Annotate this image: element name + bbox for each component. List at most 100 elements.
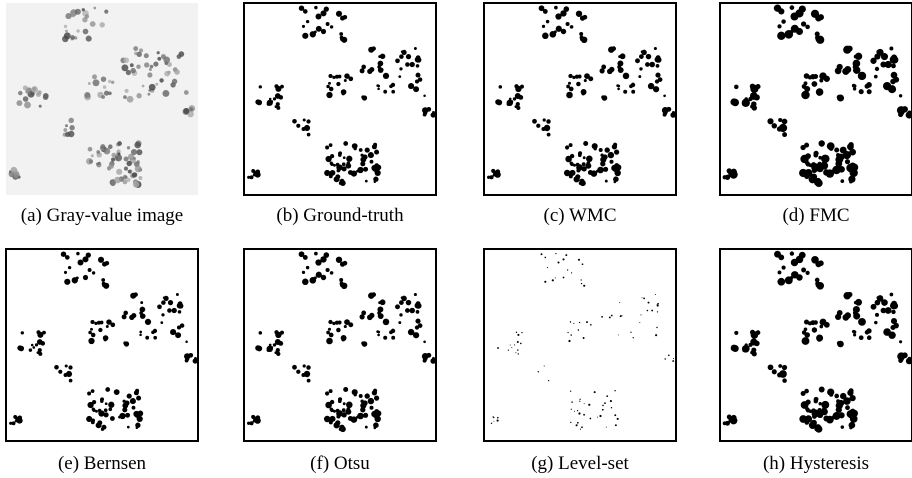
cell-dot	[118, 415, 121, 419]
cell-dot	[82, 256, 89, 263]
cell-dot	[320, 256, 327, 263]
cell-dot	[113, 389, 120, 395]
cell-dot	[853, 54, 858, 59]
cell-dot	[506, 99, 514, 107]
cell-dot	[599, 68, 605, 74]
cell-dot	[814, 424, 822, 431]
cell-dot	[167, 308, 172, 313]
cell-dot	[333, 176, 340, 183]
cell-dot	[581, 426, 583, 429]
cell-dot	[369, 66, 375, 73]
cell-dot	[876, 296, 880, 300]
cell-dot	[70, 35, 75, 40]
cell-dot	[563, 6, 570, 12]
cell-dot	[849, 408, 856, 415]
cell-dot	[126, 177, 131, 182]
cell-dot	[343, 141, 349, 146]
cell-dot	[544, 256, 547, 259]
cell-dot	[334, 74, 339, 79]
cell-dot	[821, 154, 830, 164]
cell-dot	[126, 95, 134, 103]
cell-dot	[176, 54, 182, 59]
cell-dot	[618, 334, 620, 336]
cell-dot	[144, 62, 150, 68]
cell-dot	[108, 144, 113, 149]
cell-dot	[790, 258, 799, 267]
cell-dot	[108, 91, 112, 96]
cell-dot	[619, 315, 622, 318]
cell-dot	[87, 401, 94, 409]
cell-dot	[136, 64, 141, 69]
cell-dot	[85, 252, 91, 258]
cell-dot	[77, 259, 84, 266]
cell-dot	[778, 8, 785, 15]
cell-dot	[575, 424, 578, 427]
cell-dot	[149, 64, 154, 69]
cell-dot	[815, 35, 821, 41]
cell-dot	[344, 319, 350, 325]
cell-dot	[326, 91, 333, 99]
cell-dot	[125, 69, 132, 76]
cell-dot	[100, 144, 106, 150]
cell-dot	[96, 162, 99, 166]
cell-dot	[568, 339, 571, 343]
cell-dot	[126, 425, 130, 429]
cell-dot	[640, 50, 644, 53]
cell-dot	[613, 149, 620, 155]
cell-dot	[565, 21, 570, 27]
cell-dot	[516, 341, 519, 343]
cell-dot	[807, 75, 813, 80]
cell-dot	[63, 128, 68, 132]
cell-dot	[64, 278, 71, 285]
cell-dot	[804, 173, 810, 179]
cell-dot	[413, 47, 417, 50]
cell-dot	[302, 9, 308, 14]
cell-dot	[123, 57, 130, 64]
cell-dot	[136, 395, 142, 401]
cell-dot	[296, 123, 301, 128]
cell-dot	[815, 261, 822, 268]
cell-dot	[153, 335, 158, 340]
cell-dot	[655, 57, 659, 61]
cell-dot	[801, 330, 807, 335]
cell-dot	[101, 278, 106, 282]
cell-dot	[805, 408, 811, 413]
cell-dot	[249, 175, 254, 180]
cell-dot	[631, 89, 636, 94]
cell-dot	[336, 168, 341, 173]
cell-dot	[645, 62, 650, 67]
cell-dot	[103, 90, 110, 96]
cell-dot	[64, 364, 68, 368]
cell-dot	[136, 93, 142, 99]
cell-dot	[813, 399, 818, 404]
cell-dot	[817, 91, 822, 96]
cell-dot	[848, 421, 856, 429]
cell-dot	[884, 60, 892, 69]
cell-dot	[819, 72, 827, 80]
cell-dot	[777, 31, 786, 40]
cell-dot	[490, 422, 493, 424]
cell-dot	[90, 154, 94, 158]
cell-dot	[364, 179, 368, 183]
cell-dot	[609, 66, 615, 73]
cell-dot	[142, 314, 146, 318]
cell-dot	[76, 251, 80, 256]
cell-dot	[339, 35, 344, 40]
cell-dot	[753, 94, 760, 101]
cell-dot	[67, 265, 72, 270]
cell-dot	[122, 179, 128, 185]
cell-dot	[361, 95, 365, 99]
cell-dot	[553, 30, 557, 34]
cell-dot	[343, 387, 349, 392]
result-image	[243, 248, 437, 442]
cell-dot	[568, 158, 572, 162]
cell-dot	[778, 364, 783, 368]
cell-dot	[128, 153, 135, 160]
cell-dot	[373, 176, 379, 182]
cell-dot	[751, 101, 757, 107]
cell-dot	[58, 369, 63, 374]
cell-dot	[95, 409, 98, 413]
cell-dot	[126, 393, 132, 399]
cell-dot	[258, 331, 263, 335]
cell-dot	[846, 45, 853, 52]
